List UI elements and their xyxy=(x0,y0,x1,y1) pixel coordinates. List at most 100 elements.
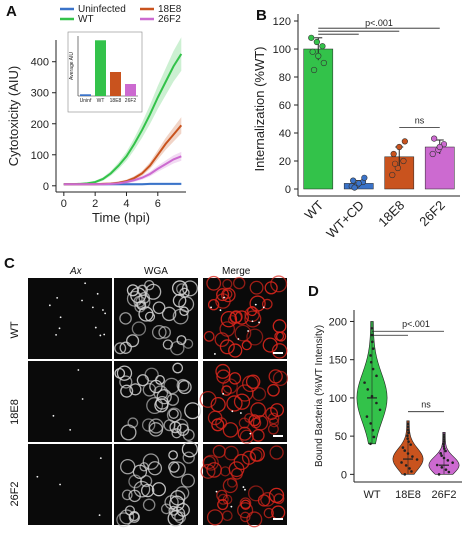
data-point xyxy=(365,415,369,418)
x-tick-label: 18E8 xyxy=(395,489,421,501)
cell-outline xyxy=(246,511,263,528)
cell-outline xyxy=(271,343,288,359)
bacterium-dot xyxy=(210,306,212,309)
data-point xyxy=(404,464,408,467)
bacterium-dot xyxy=(104,312,107,315)
data-point xyxy=(363,381,366,384)
cell-outline xyxy=(228,343,243,358)
micrograph-tile xyxy=(28,444,112,525)
cell-outline xyxy=(142,383,157,397)
data-point xyxy=(355,180,362,187)
cell-outline xyxy=(222,422,239,438)
data-point xyxy=(451,461,454,464)
y-tick-label: 0 xyxy=(285,184,291,196)
bacterium-dot xyxy=(36,475,39,478)
cell-outline xyxy=(265,407,279,421)
data-point xyxy=(431,135,438,142)
cell-outline xyxy=(268,369,283,384)
y-tick-label: 200 xyxy=(329,316,347,328)
data-point xyxy=(442,435,446,439)
cell-outline xyxy=(228,372,242,385)
cell-outline xyxy=(240,511,251,523)
cell-outline xyxy=(141,418,156,432)
cell-outline xyxy=(144,279,155,291)
bacterium-dot xyxy=(99,334,102,337)
bacterium-dot xyxy=(247,330,250,332)
cell-outline xyxy=(251,429,265,442)
cell-outline xyxy=(215,363,231,379)
data-point xyxy=(406,425,410,429)
bacterium-dot xyxy=(94,326,97,329)
bar xyxy=(303,48,334,190)
cell-outline xyxy=(168,408,179,419)
data-point xyxy=(389,171,396,179)
data-point xyxy=(407,440,410,443)
y-tick-label: 100 xyxy=(329,393,347,405)
scale-bar xyxy=(273,352,283,354)
data-point xyxy=(442,442,446,446)
y-tick-label: 80 xyxy=(279,72,291,84)
cell-outline xyxy=(200,463,216,479)
series-band xyxy=(63,151,182,186)
data-point xyxy=(401,446,405,449)
cell-outline xyxy=(168,450,178,460)
cell-outline xyxy=(267,423,279,435)
legend-label: 18E8 xyxy=(158,4,182,15)
bacterium-dot xyxy=(59,316,62,319)
cell-outline xyxy=(181,441,198,458)
significance-label: ns xyxy=(421,400,431,410)
cell-outline xyxy=(222,478,238,494)
bacterium-dot xyxy=(99,457,102,460)
data-point xyxy=(406,428,410,432)
data-point xyxy=(446,459,450,462)
row-label-26f2: 26F2 xyxy=(9,481,21,506)
inset-bar xyxy=(95,40,106,96)
data-point xyxy=(308,34,315,41)
cell-outline xyxy=(250,402,266,418)
cell-outline xyxy=(126,334,140,348)
bacterium-dot xyxy=(215,490,218,493)
data-point xyxy=(370,394,374,398)
panel-c-microscopy-grid: Ax WGA Merge WT 18E8 26F2 xyxy=(9,266,289,528)
cell-outline xyxy=(176,423,190,436)
cell-outline xyxy=(169,490,186,506)
cell-outline xyxy=(219,321,236,337)
bacterium-dot xyxy=(56,296,59,299)
cell-outline xyxy=(151,482,167,497)
cell-outline xyxy=(128,474,143,489)
data-point xyxy=(440,141,448,148)
data-point xyxy=(320,59,327,67)
data-point xyxy=(369,354,372,357)
bacterium-dot xyxy=(240,412,242,414)
cell-outline xyxy=(136,284,149,296)
cell-outline xyxy=(166,393,180,406)
cell-outline xyxy=(176,378,190,392)
cell-outline xyxy=(138,306,154,322)
cell-outline xyxy=(233,393,251,410)
y-tick-label: 100 xyxy=(31,150,49,162)
cell-outline xyxy=(270,275,288,293)
bacterium-dot xyxy=(237,338,240,340)
data-point xyxy=(309,48,316,55)
cell-outline xyxy=(244,413,254,423)
cell-outline xyxy=(114,342,127,355)
y-tick-label: 50 xyxy=(335,431,347,443)
inset-y-axis-title: Average AIU xyxy=(69,52,75,80)
inset-bar xyxy=(110,72,121,96)
bacterium-dot xyxy=(254,303,257,306)
cell-outline xyxy=(119,341,132,354)
series-line xyxy=(63,124,183,186)
legend-label: WT xyxy=(78,14,94,25)
col-header-wga: WGA xyxy=(144,266,168,277)
y-tick-label: 100 xyxy=(273,44,291,56)
cell-outline xyxy=(222,494,233,505)
significance-label: p<.001 xyxy=(365,18,393,28)
bacterium-dot xyxy=(84,282,87,285)
cell-outline xyxy=(136,374,149,387)
x-tick-label: WT xyxy=(301,197,326,222)
panel-letter-a: A xyxy=(6,3,17,20)
data-point xyxy=(351,184,358,191)
micrograph-tile xyxy=(28,361,112,442)
cell-outline xyxy=(180,473,195,488)
cell-outline xyxy=(116,365,133,381)
